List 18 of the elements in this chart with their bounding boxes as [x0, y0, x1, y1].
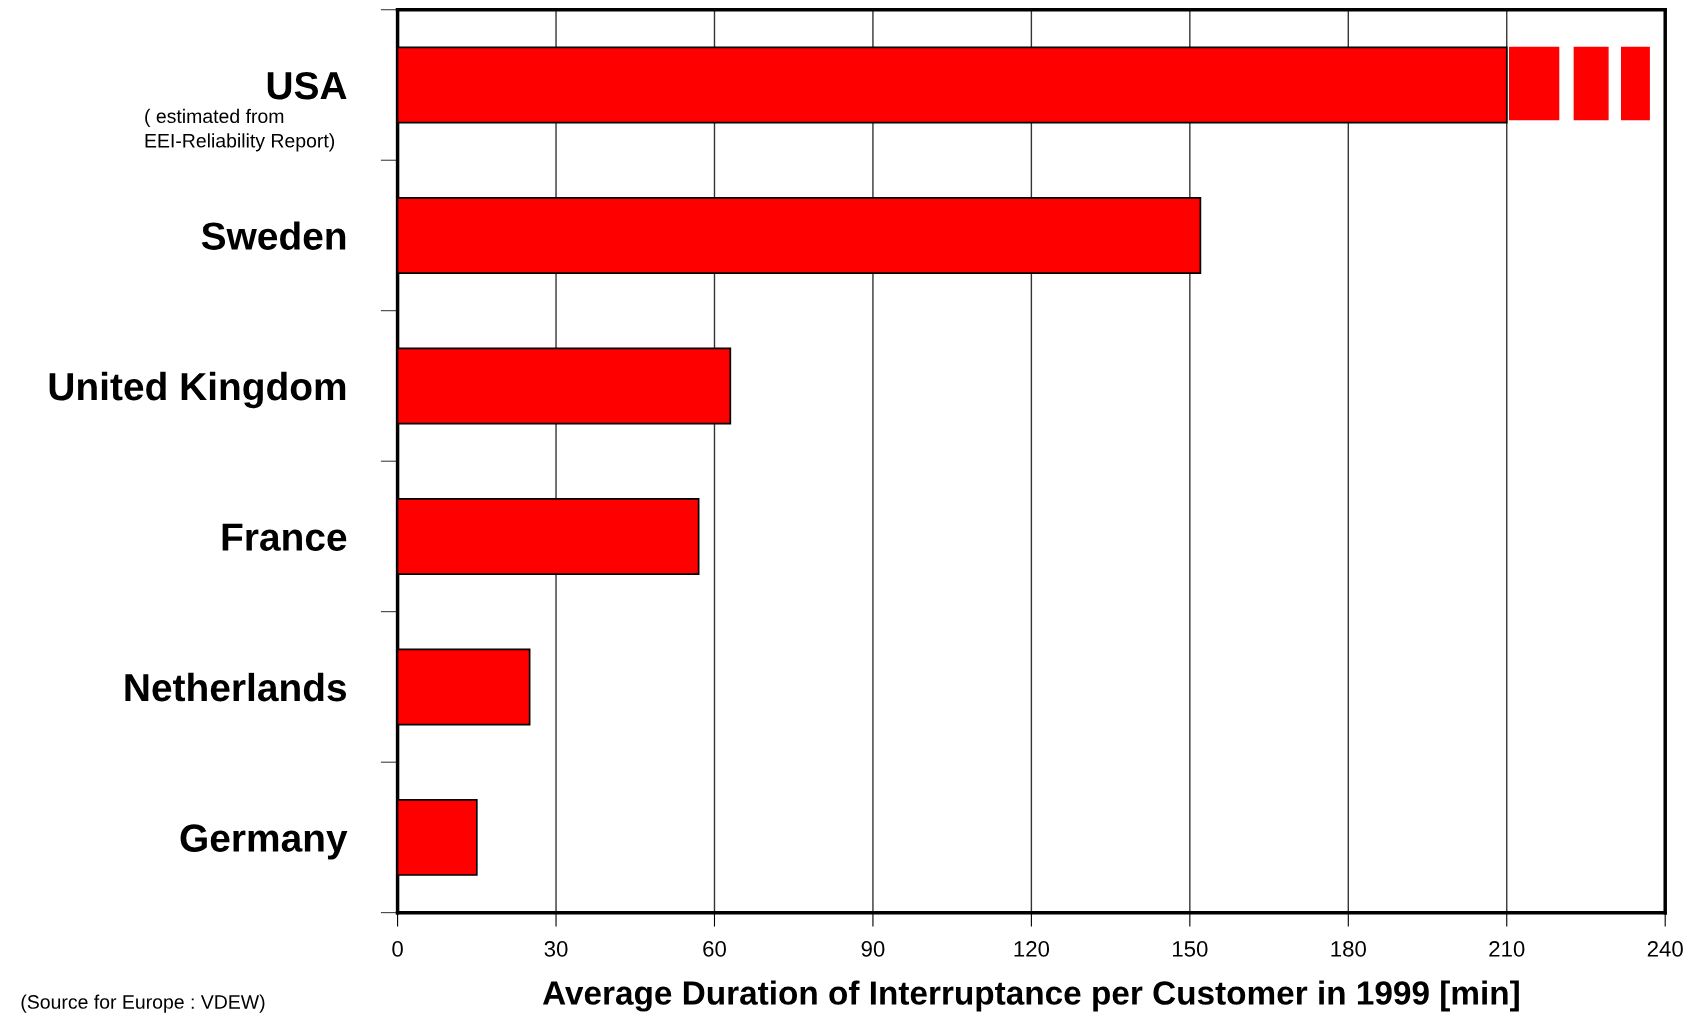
- x-tick-label: 240: [1647, 941, 1683, 957]
- x-tick-label: 210: [1489, 941, 1525, 957]
- y-tick-label: France: [222, 523, 347, 551]
- y-tick-label: Sweden: [201, 221, 346, 250]
- x-tick-label: 120: [1014, 941, 1050, 957]
- y-tick-label: USA: [267, 71, 347, 100]
- x-tick-label: 0: [392, 941, 403, 957]
- y-tick-label: Netherlands: [125, 672, 346, 702]
- x-tick-label: 60: [703, 941, 726, 957]
- x-axis-title: Average Duration of Interruptance per Customer in 1999 [min]: [542, 980, 1519, 1012]
- x-tick-label: 180: [1331, 941, 1366, 957]
- text: ( estimated from EEI-Reliability Report): [145, 108, 335, 152]
- text: (Source for Europe : VDEW): [21, 994, 265, 1013]
- x-tick-label: 30: [544, 941, 568, 957]
- x-tick-label: 150: [1173, 941, 1208, 957]
- x-tick-label: 90: [861, 941, 885, 957]
- y-tick-label: Germany: [180, 824, 348, 860]
- y-tick-label: United Kingdom: [49, 371, 346, 409]
